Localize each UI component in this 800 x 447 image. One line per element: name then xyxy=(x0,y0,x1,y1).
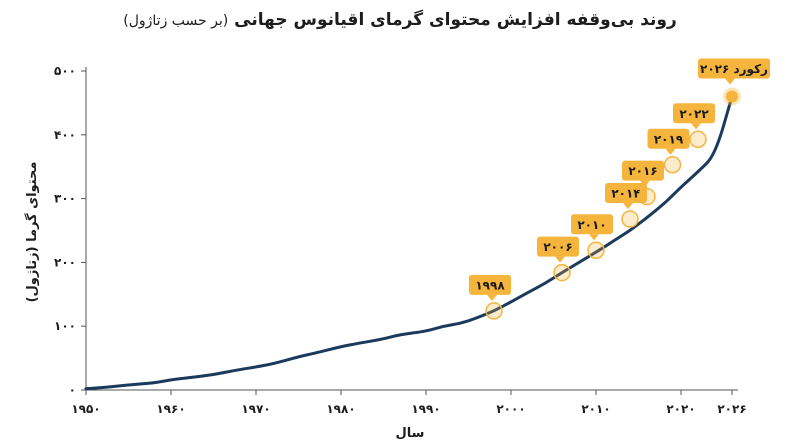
y-tick-label: ۵۰۰ xyxy=(54,64,76,78)
record-dot xyxy=(726,90,738,103)
callout-label: ۱۹۹۸ xyxy=(475,278,505,292)
x-tick-label: ۲۰۰۰ xyxy=(496,402,525,416)
callout-pointer xyxy=(487,294,497,301)
x-tick-label: ۱۹۶۰ xyxy=(156,402,185,416)
callout-pointer xyxy=(665,148,676,155)
callout-box xyxy=(469,274,511,295)
series-line xyxy=(84,95,734,391)
highlight-ring xyxy=(638,187,656,206)
x-tick-label: ۲۰۲۰ xyxy=(666,402,695,416)
series-layer xyxy=(84,95,734,391)
callout-label: ۲۰۲۲ xyxy=(679,107,709,121)
callout-box xyxy=(571,214,613,235)
chart-subtitle: (بر حسب زتاژول) xyxy=(123,13,229,29)
callout-label: ۲۰۱۶ xyxy=(628,164,657,178)
callout-label: رکورد ۲۰۲۶ xyxy=(700,62,768,77)
x-axis-title: سال xyxy=(396,426,425,441)
callout-pointer xyxy=(691,123,701,130)
highlight-ring xyxy=(485,302,503,320)
x-tick-label: ۲۰۱۰ xyxy=(581,402,610,416)
callout-label: ۲۰۱۰ xyxy=(577,218,606,232)
highlight-point: ۲۰۲۲ xyxy=(673,103,715,149)
highlight-point: ۲۰۱۹ xyxy=(647,128,690,174)
highlight-point: رکورد ۲۰۲۶ xyxy=(698,58,770,106)
x-tick-label: ۱۹۹۰ xyxy=(411,402,440,416)
y-tick-label: ۲۰۰ xyxy=(54,255,76,269)
callout-box xyxy=(647,128,690,149)
callout-label: ۲۰۱۴ xyxy=(611,187,640,201)
tick-labels: ۰ ۱۰۰ ۲۰۰ ۳۰۰ ۴۰۰ ۵۰۰ ۱۹۵۰ ۱۹۶۰ ۱۹۷۰ ۱۹۸۰ ۱۹۹۰ ۲۰۰۰… xyxy=(54,64,747,416)
chart-title-main: روند بی‌وقفه افزایش محتوای گرمای اقیانوس… xyxy=(234,10,677,30)
highlight-ring xyxy=(689,130,707,149)
axes xyxy=(81,67,738,395)
callout-pointer xyxy=(640,180,650,187)
x-tick-label: ۲۰۲۶ xyxy=(717,402,746,416)
highlight-point: ۲۰۱۰ xyxy=(571,214,613,260)
callout-label: ۲۰۱۹ xyxy=(654,132,684,146)
highlight-point: ۲۰۱۶ xyxy=(622,160,664,206)
callout-box xyxy=(673,103,715,124)
callout-pointer xyxy=(725,78,735,85)
highlight-ring xyxy=(587,241,605,260)
highlight-ring xyxy=(621,210,639,228)
callout-box xyxy=(605,183,647,204)
x-tick-label: ۱۹۵۰ xyxy=(71,402,100,416)
x-tick-label: ۱۹۸۰ xyxy=(326,402,355,416)
highlight-point: ۱۹۹۸ xyxy=(469,274,511,320)
callout-box xyxy=(537,236,579,257)
callout-pointer xyxy=(555,256,565,263)
callout-label: ۲۰۰۶ xyxy=(543,240,572,254)
highlight-ring xyxy=(553,263,571,282)
y-tick-label: ۰ xyxy=(69,383,76,397)
x-tick-label: ۱۹۷۰ xyxy=(241,402,270,416)
highlight-point: ۲۰۰۶ xyxy=(537,236,579,282)
chart-title: روند بی‌وقفه افزایش محتوای گرمای اقیانوس… xyxy=(0,10,800,30)
callout-box xyxy=(698,58,770,79)
callout-pointer xyxy=(589,234,599,241)
highlight-layer: ۱۹۹۸ ۲۰۰۶ ۲۰۱۰ ۲۰۱۴ ۲۰۱۶ ۲۰۱۹ ۲۰۲۲ رکورد ۲۰۲۶ xyxy=(469,58,770,320)
y-tick-label: ۳۰۰ xyxy=(54,192,76,206)
y-tick-label: ۱۰۰ xyxy=(54,319,76,333)
highlight-ring xyxy=(663,156,682,174)
highlight-point: ۲۰۱۴ xyxy=(605,183,647,228)
y-axis-title: محتوای گرما (زتاژول) xyxy=(24,162,40,303)
callout-box xyxy=(622,160,664,181)
callout-pointer xyxy=(623,203,633,210)
y-tick-label: ۴۰۰ xyxy=(54,128,76,142)
